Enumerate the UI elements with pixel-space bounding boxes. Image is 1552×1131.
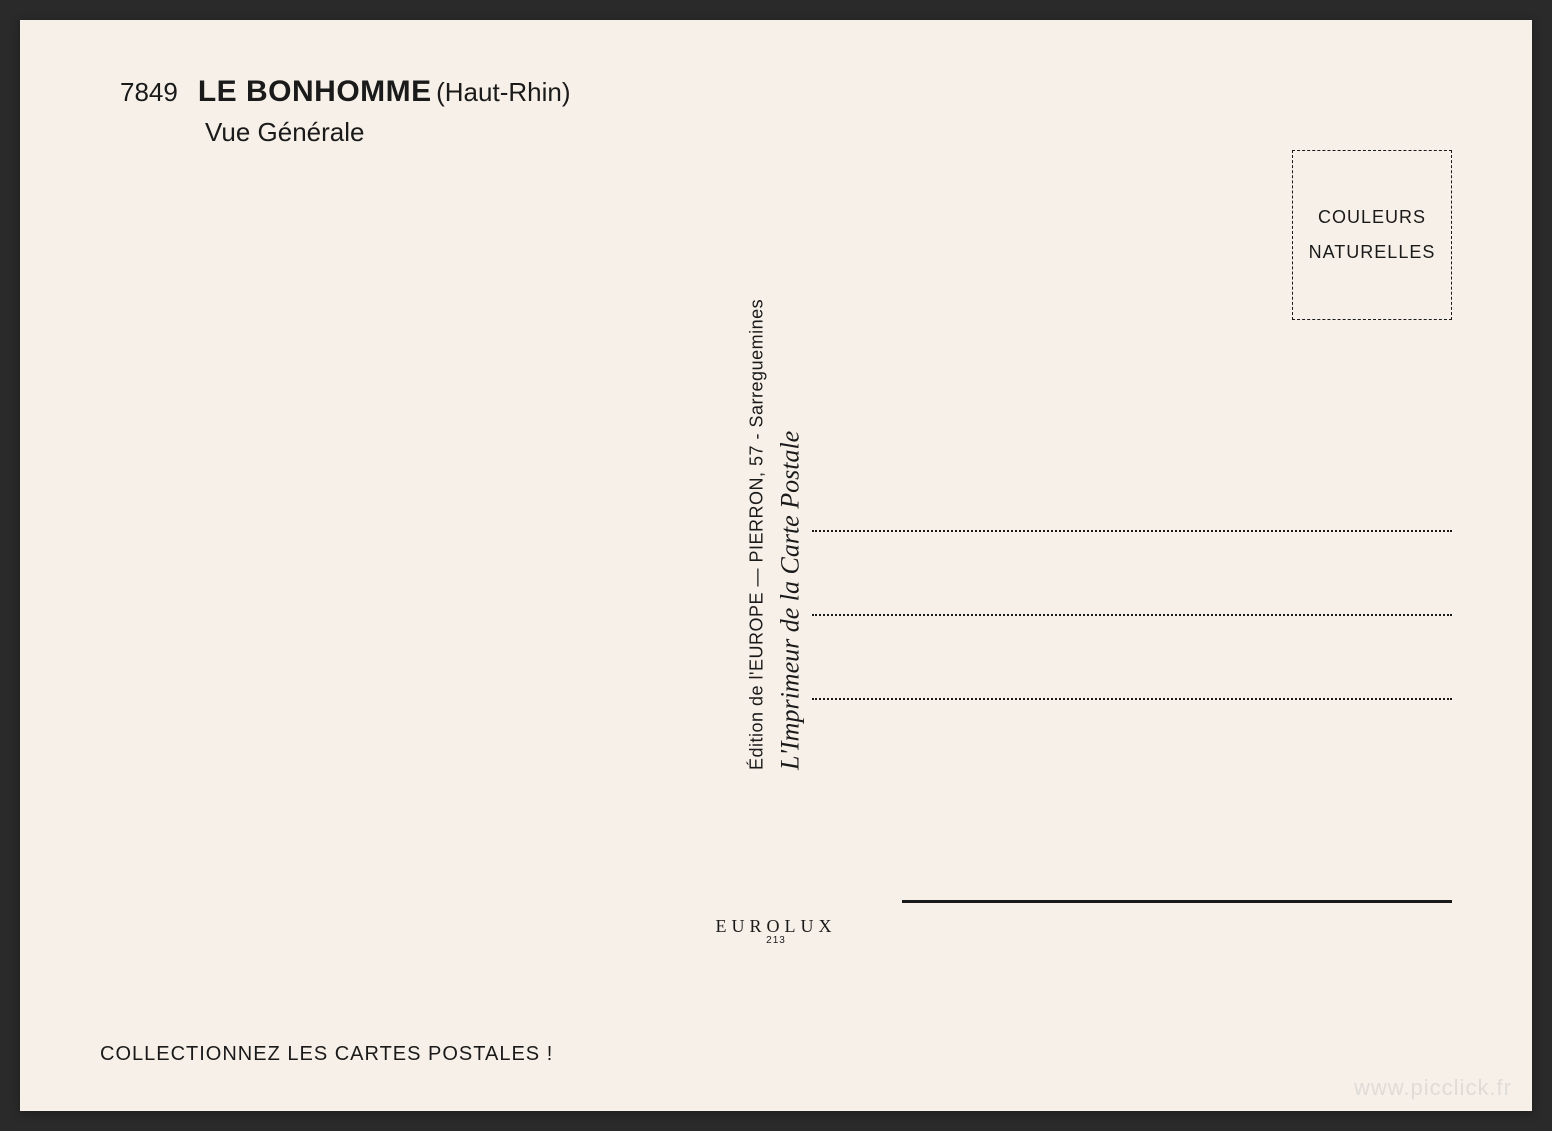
center-divider: Édition de l'EUROPE — PIERRON, 57 - Sarr… <box>747 260 806 770</box>
address-line-3 <box>812 698 1452 700</box>
brand-name: EUROLUX <box>716 916 837 937</box>
card-number: 7849 <box>120 77 178 108</box>
postcard-header: 7849 LE BONHOMME (Haut-Rhin) Vue Général… <box>120 75 571 148</box>
publisher-text: Édition de l'EUROPE — PIERRON, 57 - Sarr… <box>747 260 768 770</box>
location-name: LE BONHOMME <box>198 75 432 108</box>
address-line-1 <box>812 530 1452 532</box>
location-wrapper: LE BONHOMME (Haut-Rhin) <box>198 75 571 109</box>
subtitle: Vue Générale <box>205 117 571 148</box>
address-line-2 <box>812 614 1452 616</box>
bottom-tagline: COLLECTIONNEZ LES CARTES POSTALES ! <box>100 1043 553 1066</box>
script-text: L'Imprimeur de la Carte Postale <box>776 260 806 770</box>
brand-mark: EUROLUX 213 <box>716 916 837 946</box>
header-main-line: 7849 LE BONHOMME (Haut-Rhin) <box>120 75 571 109</box>
location-region: (Haut-Rhin) <box>436 77 570 107</box>
stamp-text-line2: NATURELLES <box>1309 242 1436 263</box>
address-lines-area <box>812 530 1452 782</box>
bottom-solid-line <box>902 900 1452 903</box>
watermark: www.picclick.fr <box>1354 1075 1512 1101</box>
postcard-back: 7849 LE BONHOMME (Haut-Rhin) Vue Général… <box>20 20 1532 1111</box>
stamp-text-line1: COULEURS <box>1318 207 1426 228</box>
stamp-box: COULEURS NATURELLES <box>1292 150 1452 320</box>
